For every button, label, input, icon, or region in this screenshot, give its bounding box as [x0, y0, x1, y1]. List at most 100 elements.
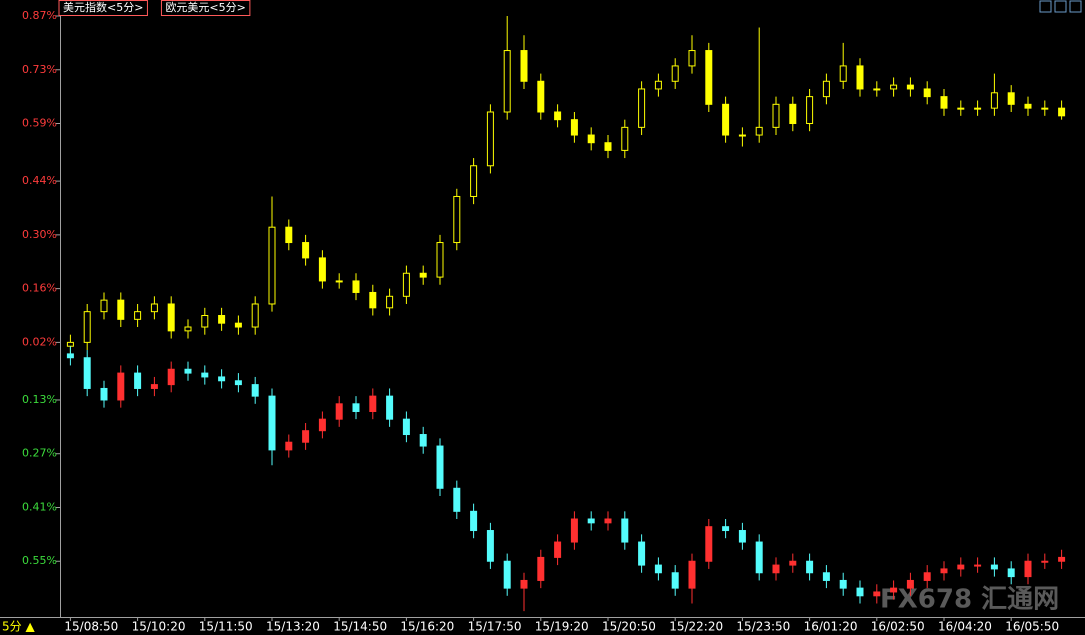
- candle-body: [134, 372, 142, 389]
- candle-body: [974, 564, 982, 567]
- candle-body: [638, 541, 646, 566]
- candle-body: [167, 303, 175, 332]
- candle-body: [890, 84, 898, 90]
- x-tick-label: 15/17:50: [468, 620, 522, 634]
- candle-body: [268, 395, 276, 451]
- y-tick-label: 0.87%: [22, 9, 57, 22]
- legend-label: 美元指数<5分>: [63, 0, 143, 14]
- candle-body: [621, 126, 629, 151]
- y-tick-label: 0.41%: [22, 500, 57, 513]
- candle-body: [184, 368, 192, 374]
- candle-body: [335, 403, 343, 420]
- x-tick-label: 16/05:50: [1005, 620, 1059, 634]
- candle-body: [352, 280, 360, 293]
- candle-body: [923, 572, 931, 581]
- candle-body: [453, 487, 461, 512]
- candle-body: [906, 84, 914, 90]
- icon[interactable]: [1054, 0, 1067, 13]
- candle-body: [856, 65, 864, 90]
- x-tick-label: 15/10:20: [132, 620, 186, 634]
- candle-body: [722, 103, 730, 136]
- candle-body: [856, 587, 864, 597]
- candle-body: [503, 560, 511, 589]
- candle-body: [906, 579, 914, 589]
- y-tick-label: 0.30%: [22, 228, 57, 241]
- candle-body: [1041, 560, 1049, 563]
- candle-body: [654, 80, 662, 90]
- candle-body: [554, 111, 562, 121]
- candle-body: [957, 564, 965, 570]
- candle-body: [587, 518, 595, 524]
- candle-body: [604, 518, 612, 524]
- candle-body: [335, 280, 343, 283]
- x-tick-label: 15/16:20: [400, 620, 454, 634]
- candle-body: [621, 518, 629, 543]
- candle-body: [117, 372, 125, 401]
- candle-body: [789, 103, 797, 125]
- candle-body: [890, 587, 898, 593]
- candle-body: [150, 384, 158, 389]
- candle-body: [554, 541, 562, 558]
- candle-body: [1007, 92, 1015, 105]
- candle-body: [772, 564, 780, 574]
- candle-body: [318, 257, 326, 282]
- candle-body: [604, 142, 612, 151]
- icon[interactable]: [1069, 0, 1082, 13]
- candle-body: [100, 299, 108, 313]
- candle-body: [268, 226, 276, 305]
- x-tick-label: 16/02:50: [871, 620, 925, 634]
- candle-body: [738, 530, 746, 543]
- candle-body: [806, 96, 814, 125]
- legend-item: 欧元美元<5分>: [160, 0, 251, 16]
- y-tick-label: 0.16%: [22, 282, 57, 295]
- candle-body: [201, 315, 209, 328]
- candle-body: [671, 65, 679, 82]
- candle-body: [923, 88, 931, 98]
- candle-body: [570, 119, 578, 136]
- candle-body: [839, 579, 847, 589]
- candle-body: [772, 103, 780, 128]
- candle-body: [705, 526, 713, 562]
- candle-body: [806, 560, 814, 574]
- candle-body: [570, 518, 578, 543]
- candle-body: [520, 50, 528, 82]
- candle-body: [369, 395, 377, 412]
- candle-body: [234, 380, 242, 386]
- x-tick-label: 15/08:50: [64, 620, 118, 634]
- candle-body: [285, 441, 293, 451]
- candle-body: [100, 387, 108, 401]
- candle-body: [755, 126, 763, 136]
- candle-body: [1024, 560, 1032, 578]
- candle-body: [839, 65, 847, 82]
- toolbar-icons: [1039, 0, 1082, 13]
- candle-body: [990, 92, 998, 109]
- candle-body: [386, 295, 394, 309]
- legend-box: [160, 0, 251, 16]
- candle-body: [218, 376, 226, 382]
- y-tick-label: 0.13%: [22, 393, 57, 406]
- x-tick-label: 15/19:20: [535, 620, 589, 634]
- candle-body: [1058, 107, 1066, 117]
- candle-body: [302, 430, 310, 443]
- x-tick-label: 16/04:20: [938, 620, 992, 634]
- candle-body: [503, 50, 511, 113]
- period-label[interactable]: 5分 ▲: [2, 620, 35, 634]
- x-tick-label: 15/23:50: [736, 620, 790, 634]
- x-tick-label: 15/20:50: [602, 620, 656, 634]
- icon[interactable]: [1039, 0, 1052, 13]
- candle-body: [66, 353, 74, 359]
- candle-body: [486, 530, 494, 562]
- candle-body: [83, 357, 91, 389]
- candle-body: [402, 418, 410, 436]
- candle-body: [419, 272, 427, 278]
- candle-body: [318, 418, 326, 432]
- candle-body: [352, 403, 360, 412]
- candle-body: [302, 242, 310, 259]
- candle-body: [184, 326, 192, 332]
- y-tick-label: 0.27%: [22, 447, 57, 460]
- candle-body: [134, 311, 142, 320]
- candle-body: [369, 291, 377, 309]
- candle-body: [587, 134, 595, 144]
- y-tick-label: 0.44%: [22, 174, 57, 187]
